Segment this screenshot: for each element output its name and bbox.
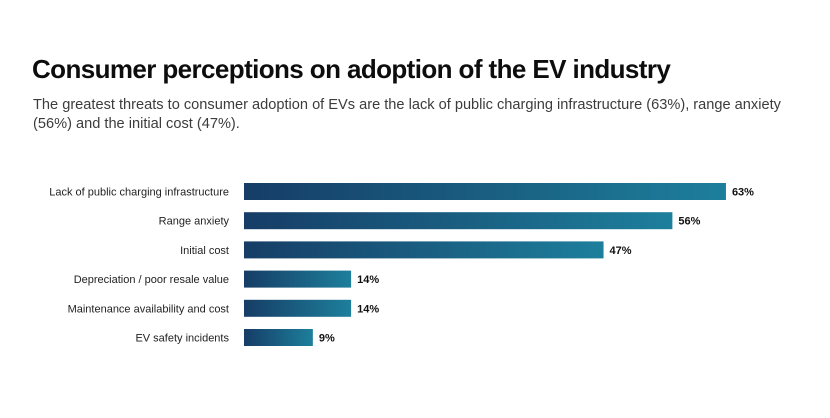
category-label: Range anxiety <box>159 216 230 228</box>
value-label: 47% <box>610 245 632 257</box>
bar <box>244 329 313 346</box>
category-label: Initial cost <box>180 245 229 257</box>
bar <box>244 241 604 259</box>
value-label: 9% <box>319 333 335 345</box>
bar <box>244 183 726 200</box>
value-label: 14% <box>357 303 379 315</box>
category-label: EV safety incidents <box>135 333 229 345</box>
bar <box>244 270 352 288</box>
category-label: Maintenance availability and cost <box>68 303 229 315</box>
chart-subtitle: The greatest threats to consumer adoptio… <box>33 97 781 132</box>
value-label: 14% <box>357 274 379 286</box>
category-label: Lack of public charging infrastructure <box>49 187 229 199</box>
bars-group: Lack of public charging infrastructure 63… <box>49 183 754 346</box>
value-label: 63% <box>732 187 754 199</box>
value-label: 56% <box>678 216 700 228</box>
category-label: Depreciation / poor resale value <box>74 274 229 286</box>
bar <box>244 299 352 317</box>
chart-title: Consumer perceptions on adoption of the … <box>32 54 671 84</box>
bar <box>244 212 673 230</box>
